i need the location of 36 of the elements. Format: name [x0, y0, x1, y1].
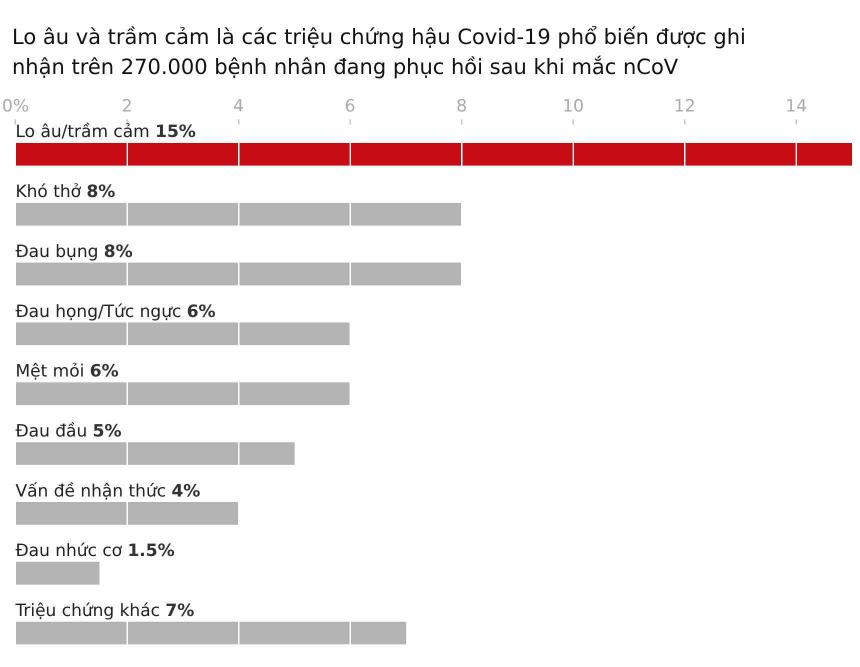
x-tick-label: 6 — [344, 96, 356, 117]
x-tick-label: 14 — [785, 96, 808, 117]
bar — [16, 442, 295, 465]
x-tick-label: 12 — [674, 96, 696, 117]
data-label: 6% — [90, 362, 119, 382]
y-tick-label: Đau đầu — [15, 421, 88, 442]
y-tick-label: Mệt mỏi — [15, 362, 84, 382]
data-label: 8% — [104, 242, 133, 262]
data-label: 15% — [155, 122, 196, 142]
data-label: 7% — [165, 601, 194, 621]
bar — [16, 142, 852, 166]
data-label: 1.5% — [127, 541, 175, 562]
x-tick-label: 8 — [456, 96, 468, 117]
y-tick-label: Lo âu/trầm cảm — [15, 122, 150, 142]
data-label: 4% — [171, 481, 200, 502]
bar — [16, 502, 239, 525]
y-tick-label: Vấn đề nhận thức — [15, 481, 166, 502]
bar — [16, 562, 100, 585]
y-tick-label: Đau họng/Tức ngực — [15, 302, 182, 322]
bar — [16, 322, 350, 346]
bar — [16, 262, 462, 286]
chart-title: Lo âu và trầm cảm là các triệu chứng hậu Covid-19 phổ biến được ghi nhận trên 270.000 bệnh nhân đang phục hồi sau khi mắc nCoV — [12, 24, 747, 81]
bar — [16, 202, 462, 226]
data-label: 8% — [86, 182, 116, 202]
x-tick-label: 4 — [233, 96, 244, 117]
data-label: 5% — [92, 421, 122, 442]
x-tick-label: 10 — [562, 96, 584, 117]
y-tick-label: Đau nhức cơ — [15, 541, 123, 562]
x-tick-label: 0% — [2, 96, 29, 117]
y-tick-label: Đau bụng — [15, 242, 98, 262]
x-tick-label: 2 — [122, 96, 132, 117]
y-tick-label: Triệu chứng khác — [14, 601, 160, 621]
y-tick-label: Khó thở — [15, 182, 82, 202]
bar — [16, 382, 350, 406]
bar — [16, 622, 406, 644]
data-label: 6% — [186, 302, 216, 322]
